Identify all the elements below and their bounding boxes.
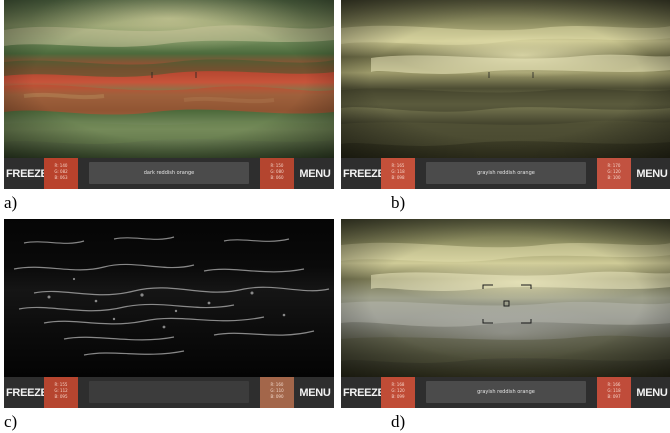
- camera-feed-image: [4, 0, 334, 158]
- camera-view-panel-d: FREEZE R: 168 G: 120 B: 099 grayish redd…: [341, 219, 670, 408]
- camera-view-panel-b: FREEZE R: 165 G: 118 B: 098 grayish redd…: [341, 0, 670, 189]
- panel-caption: a): [4, 193, 18, 212]
- freeze-button[interactable]: FREEZE: [343, 168, 385, 180]
- target-reticle: [482, 284, 532, 324]
- color-swatch-left: R: 140 G: 082 B: 063: [44, 158, 78, 189]
- color-swatch-left: R: 165 G: 118 B: 098: [381, 158, 415, 189]
- hud-bar: FREEZE R: 165 G: 118 B: 098 grayish redd…: [341, 158, 670, 189]
- panel-caption: c): [4, 412, 18, 431]
- panel-caption: d): [391, 412, 406, 431]
- menu-button[interactable]: MENU: [636, 168, 668, 180]
- freeze-button[interactable]: FREEZE: [343, 387, 385, 399]
- color-name-label: grayish reddish orange: [426, 162, 586, 184]
- panel-caption: b): [391, 193, 406, 212]
- color-swatch-right: R: 160 G: 110 B: 090: [260, 377, 294, 408]
- menu-button[interactable]: MENU: [299, 168, 331, 180]
- camera-feed-image: [341, 0, 670, 158]
- menu-button[interactable]: MENU: [299, 387, 331, 399]
- color-name-label: [89, 381, 249, 403]
- camera-feed-image: [341, 219, 670, 377]
- color-name-label: dark reddish orange: [89, 162, 249, 184]
- color-swatch-right: R: 170 G: 120 B: 100: [597, 158, 631, 189]
- hud-bar: FREEZE R: 168 G: 120 B: 099 grayish redd…: [341, 377, 670, 408]
- color-swatch-right: R: 166 G: 118 B: 097: [597, 377, 631, 408]
- freeze-button[interactable]: FREEZE: [6, 387, 48, 399]
- color-swatch-left: R: 168 G: 120 B: 099: [381, 377, 415, 408]
- menu-button[interactable]: MENU: [636, 387, 668, 399]
- hud-bar: FREEZE R: 140 G: 082 B: 063 dark reddish…: [4, 158, 334, 189]
- color-name-label: grayish reddish orange: [426, 381, 586, 403]
- hud-bar: FREEZE R: 155 G: 112 B: 095 R: 160 G: 11…: [4, 377, 334, 408]
- camera-view-panel-c: FREEZE R: 155 G: 112 B: 095 R: 160 G: 11…: [4, 219, 334, 408]
- freeze-button[interactable]: FREEZE: [6, 168, 48, 180]
- camera-view-panel-a: FREEZE R: 140 G: 082 B: 063 dark reddish…: [4, 0, 334, 189]
- camera-feed-image: [4, 219, 334, 377]
- color-swatch-left: R: 155 G: 112 B: 095: [44, 377, 78, 408]
- color-swatch-right: R: 150 G: 080 B: 060: [260, 158, 294, 189]
